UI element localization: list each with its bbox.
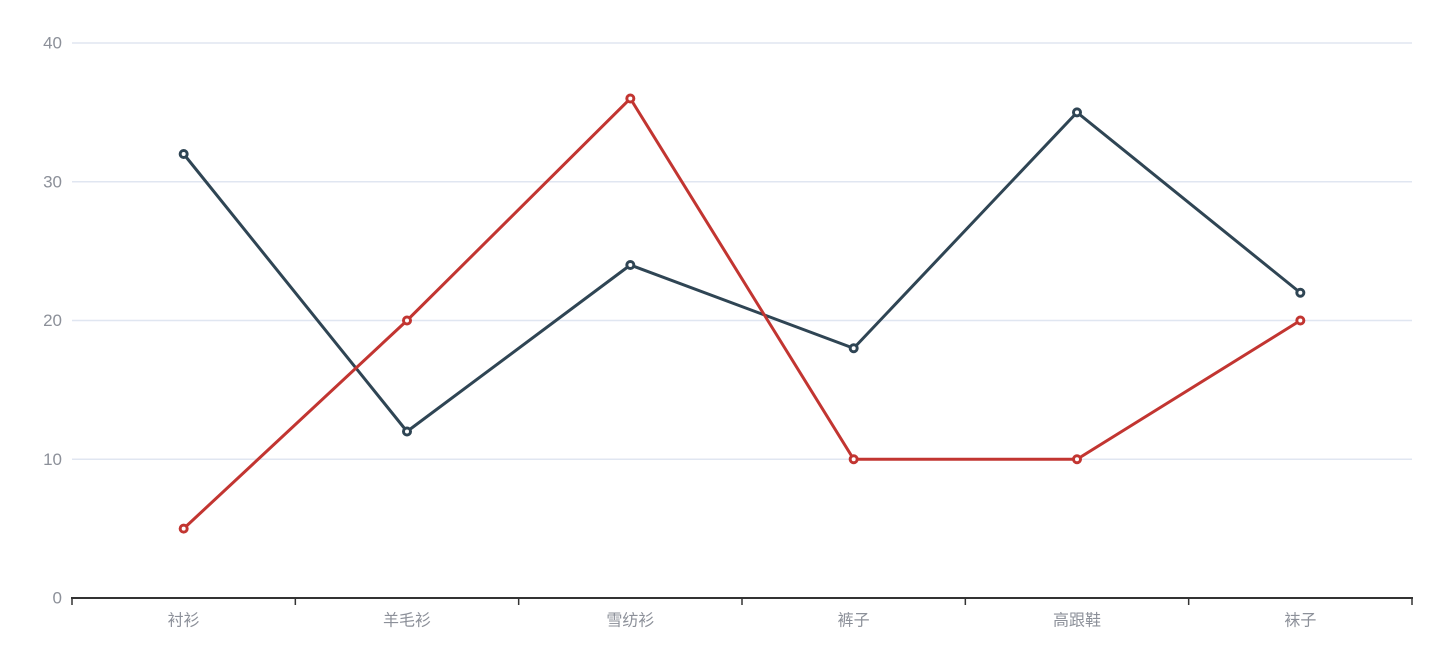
x-axis-label: 裤子 <box>838 612 870 630</box>
data-point-marker[interactable] <box>1072 454 1082 465</box>
data-point-marker[interactable] <box>1295 287 1306 298</box>
data-point-marker[interactable] <box>1295 315 1306 326</box>
y-axis-label: 0 <box>53 589 62 608</box>
x-axis-label: 高跟鞋 <box>1053 612 1101 630</box>
x-axis-label: 袜子 <box>1284 612 1316 630</box>
data-point-marker[interactable] <box>178 149 189 159</box>
series-line <box>182 110 1302 434</box>
x-axis-label: 衬衫 <box>168 612 200 630</box>
y-axis-label: 30 <box>43 172 62 191</box>
data-point-marker[interactable] <box>848 454 859 465</box>
x-axis-label: 羊毛衫 <box>383 612 431 630</box>
data-point-marker[interactable] <box>402 426 412 437</box>
y-axis-label: 10 <box>43 450 62 469</box>
data-point-marker[interactable] <box>625 93 636 104</box>
data-point-marker[interactable] <box>625 260 636 270</box>
data-point-marker[interactable] <box>848 343 859 354</box>
y-axis-label: 40 <box>43 34 62 53</box>
x-axis-label: 雪纺衫 <box>606 612 654 630</box>
data-point-marker[interactable] <box>1072 107 1082 118</box>
data-point-marker[interactable] <box>402 315 412 326</box>
data-point-marker[interactable] <box>178 523 189 534</box>
series-line <box>182 96 1302 531</box>
y-axis-label: 20 <box>43 311 62 330</box>
